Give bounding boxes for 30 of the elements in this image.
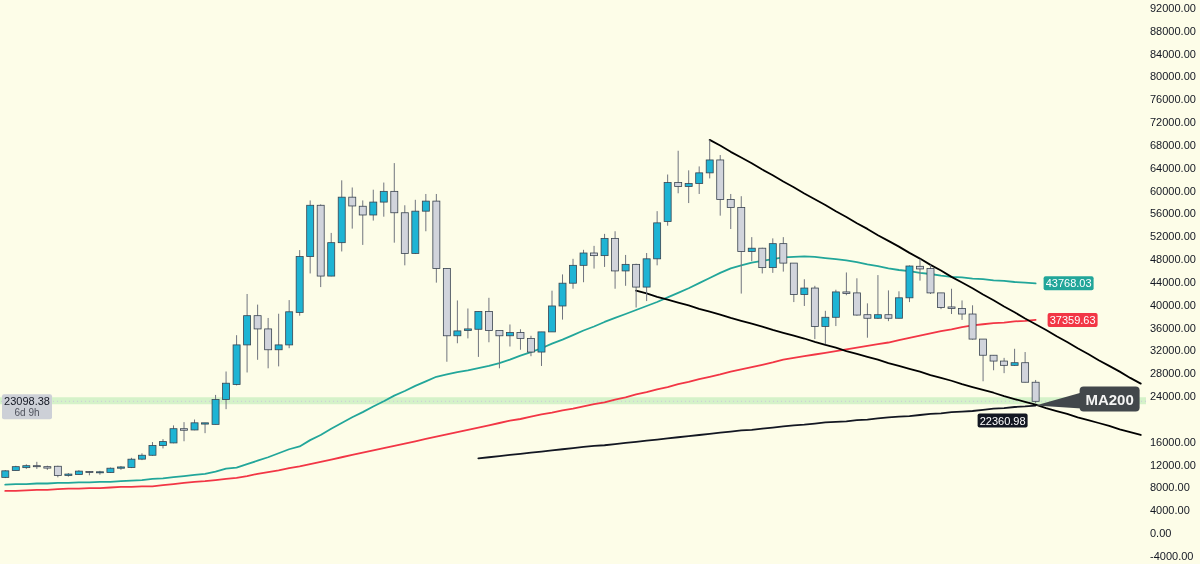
y-tick-label: 40000.00 bbox=[1150, 298, 1196, 311]
y-tick-label: 32000.00 bbox=[1150, 344, 1196, 357]
y-tick-label: 64000.00 bbox=[1150, 161, 1196, 174]
y-tick-label: 52000.00 bbox=[1150, 230, 1196, 243]
annotation: 6d 9h bbox=[14, 406, 40, 418]
y-tick-label: 12000.00 bbox=[1150, 458, 1196, 471]
y-tick-label: 80000.00 bbox=[1150, 70, 1196, 83]
y-tick-label: 8000.00 bbox=[1150, 481, 1190, 494]
y-tick-label: 0.00 bbox=[1150, 527, 1172, 540]
y-tick-label: 76000.00 bbox=[1150, 93, 1196, 106]
y-tick-label: 60000.00 bbox=[1150, 184, 1196, 197]
y-tick-label: 36000.00 bbox=[1150, 321, 1196, 334]
text: MA200 bbox=[1085, 390, 1134, 408]
y-tick-label: 4000.00 bbox=[1150, 504, 1190, 517]
y-tick-label: 84000.00 bbox=[1150, 47, 1196, 60]
data-label: 37359.63 bbox=[1049, 313, 1096, 326]
y-tick-label: 28000.00 bbox=[1150, 367, 1196, 380]
ref-line-label: 23098.38 bbox=[4, 395, 50, 408]
y-tick-label: 56000.00 bbox=[1150, 207, 1196, 220]
data-label: 22360.98 bbox=[979, 414, 1026, 427]
y-tick-label: 44000.00 bbox=[1150, 275, 1196, 288]
y-tick-label: 68000.00 bbox=[1150, 138, 1196, 151]
y-tick-label: 92000.00 bbox=[1150, 1, 1196, 14]
data-label: 43768.03 bbox=[1045, 277, 1092, 290]
y-tick-label: 24000.00 bbox=[1150, 390, 1196, 403]
y-tick-label: -4000.00 bbox=[1150, 549, 1194, 562]
y-tick-label: 48000.00 bbox=[1150, 253, 1196, 266]
y-tick-label: 16000.00 bbox=[1150, 435, 1196, 448]
y-tick-label: 72000.00 bbox=[1150, 116, 1196, 129]
y-tick-label: 88000.00 bbox=[1150, 24, 1196, 37]
